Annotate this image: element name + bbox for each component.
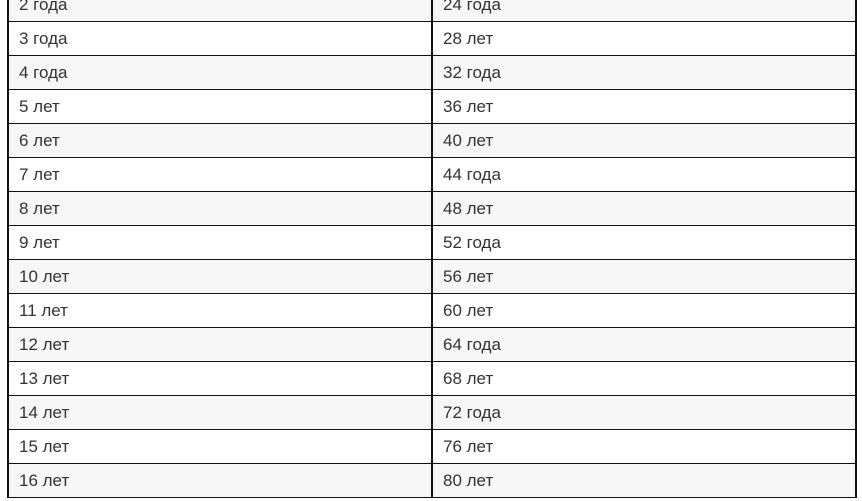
- cell-left: 7 лет: [7, 157, 433, 192]
- cell-left: 2 года: [7, 0, 433, 22]
- cell-left: 15 лет: [7, 429, 433, 464]
- cell-right: 60 лет: [431, 293, 857, 328]
- cell-left: 8 лет: [7, 191, 433, 226]
- table-row: 3 года 28 лет: [7, 21, 857, 56]
- cell-right: 48 лет: [431, 191, 857, 226]
- cell-right: 76 лет: [431, 429, 857, 464]
- table-row: 8 лет 48 лет: [7, 191, 857, 226]
- cell-right: 72 года: [431, 395, 857, 430]
- cell-left: 14 лет: [7, 395, 433, 430]
- cell-right: 64 года: [431, 327, 857, 362]
- cell-left: 4 года: [7, 55, 433, 90]
- table-row: 11 лет 60 лет: [7, 293, 857, 328]
- cell-right: 52 года: [431, 225, 857, 260]
- table-row: 2 года 24 года: [7, 0, 857, 22]
- age-comparison-table: 2 года 24 года 3 года 28 лет 4 года 32 года 5 …: [7, 0, 857, 498]
- table-row: 9 лет 52 года: [7, 225, 857, 260]
- table-row: 10 лет 56 лет: [7, 259, 857, 294]
- table-row: 5 лет 36 лет: [7, 89, 857, 124]
- cell-left: 3 года: [7, 21, 433, 56]
- table-row: 14 лет 72 года: [7, 395, 857, 430]
- cell-right: 24 года: [431, 0, 857, 22]
- cell-right: 68 лет: [431, 361, 857, 396]
- table-row: 6 лет 40 лет: [7, 123, 857, 158]
- cell-right: 28 лет: [431, 21, 857, 56]
- table-row: 16 лет 80 лет: [7, 463, 857, 498]
- cell-left: 16 лет: [7, 463, 433, 498]
- table-row: 12 лет 64 года: [7, 327, 857, 362]
- cell-left: 6 лет: [7, 123, 433, 158]
- cell-right: 56 лет: [431, 259, 857, 294]
- table-row: 15 лет 76 лет: [7, 429, 857, 464]
- cell-left: 10 лет: [7, 259, 433, 294]
- cell-right: 32 года: [431, 55, 857, 90]
- cell-left: 5 лет: [7, 89, 433, 124]
- cell-right: 44 года: [431, 157, 857, 192]
- cell-right: 36 лет: [431, 89, 857, 124]
- cell-right: 80 лет: [431, 463, 857, 498]
- cell-left: 9 лет: [7, 225, 433, 260]
- cell-left: 11 лет: [7, 293, 433, 328]
- cell-right: 40 лет: [431, 123, 857, 158]
- table-row: 4 года 32 года: [7, 55, 857, 90]
- cell-left: 13 лет: [7, 361, 433, 396]
- table-row: 13 лет 68 лет: [7, 361, 857, 396]
- table-row: 7 лет 44 года: [7, 157, 857, 192]
- cell-left: 12 лет: [7, 327, 433, 362]
